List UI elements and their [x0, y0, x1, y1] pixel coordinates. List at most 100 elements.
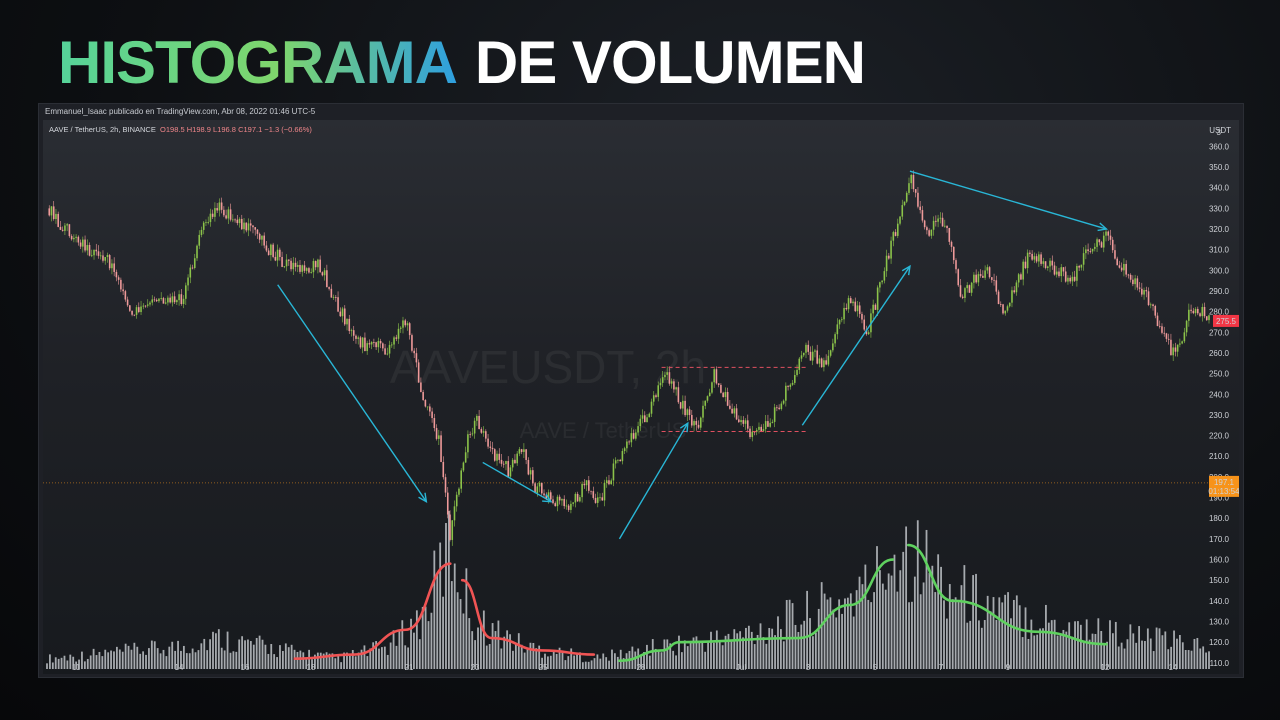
volume-bar [701, 641, 704, 669]
candle-body [406, 323, 409, 326]
chart-area[interactable]: AAVE / TetherUS, 2h, BINANCE O198.5 H198… [43, 120, 1239, 674]
volume-bar [162, 649, 165, 669]
candle-body [122, 289, 124, 292]
volume-bar [346, 652, 348, 669]
candle-body [1156, 315, 1159, 327]
candle-body [767, 421, 769, 427]
candle-body [966, 285, 968, 289]
candle-body [1006, 306, 1009, 311]
candle-body [1120, 267, 1123, 271]
candle-body [326, 270, 328, 288]
volume-bar [121, 651, 124, 669]
candle-body [731, 408, 733, 414]
candle-body [225, 215, 227, 219]
candle-body [623, 448, 626, 452]
volume-bar [855, 590, 858, 669]
volume-bar [194, 652, 197, 669]
candle-body [1111, 239, 1114, 251]
volume-bar [1079, 624, 1082, 669]
candle-body [679, 402, 682, 409]
volume-bar [523, 652, 526, 669]
candle-body [798, 358, 801, 370]
volume-bar [1141, 640, 1143, 669]
volume-bar [494, 631, 497, 669]
candle-body [879, 282, 881, 288]
volume-bar [1033, 635, 1036, 669]
candle-body [185, 285, 187, 299]
candle-body [301, 265, 304, 272]
candle-body [816, 350, 818, 364]
volume-bar [357, 652, 360, 669]
candle-body [1205, 316, 1208, 321]
candle-body [648, 413, 651, 418]
volume-bar [648, 655, 651, 669]
candle-body [388, 344, 391, 354]
volume-bar [209, 639, 211, 669]
volume-bar [934, 592, 937, 669]
candle-body [1158, 326, 1161, 327]
volume-bar [680, 652, 683, 669]
volume-bar [348, 655, 351, 669]
candle-body [977, 274, 980, 283]
candle-body [254, 227, 257, 230]
volume-bar [369, 648, 372, 669]
volume-bar [1164, 631, 1167, 669]
volume-bar [829, 597, 832, 669]
volume-bar [337, 656, 340, 669]
candle-body [467, 434, 469, 453]
candle-body [1149, 304, 1152, 306]
y-tick-label: 160.0 [1209, 556, 1230, 565]
candle-body [988, 267, 991, 278]
volume-bar [389, 642, 392, 669]
trend-arrow [618, 422, 689, 540]
candle-body [61, 229, 64, 231]
ohlc-legend: AAVE / TetherUS, 2h, BINANCE O198.5 H198… [49, 125, 312, 134]
candle-body [932, 220, 935, 230]
candle-body [867, 332, 870, 335]
candle-body [735, 408, 738, 420]
volume-bar [351, 650, 354, 669]
candle-body [126, 299, 129, 306]
axis-scale-label: 3 [1217, 128, 1222, 137]
candle-body [352, 330, 355, 336]
candle-body [498, 453, 501, 460]
publisher-credit: Emmanuel_Isaac publicado en TradingView.… [45, 107, 316, 116]
volume-bar [249, 641, 252, 669]
volume-bar [916, 520, 919, 669]
volume-bar [1039, 628, 1041, 669]
volume-bar [616, 656, 619, 669]
candle-body [220, 202, 223, 210]
candle-body [438, 435, 440, 439]
volume-bar [978, 620, 980, 669]
candle-body [650, 401, 653, 414]
volume-bar [989, 611, 992, 669]
volume-bar [427, 621, 430, 669]
candle-body [1167, 338, 1170, 340]
candle-body [82, 239, 84, 247]
candle-body [603, 482, 606, 501]
candle-body [424, 399, 427, 407]
volume-bar [1135, 642, 1138, 669]
volume-bar [879, 570, 881, 669]
volume-bar [698, 642, 701, 669]
volume-bar [241, 636, 244, 669]
candle-body [668, 372, 671, 384]
candle-body [1147, 291, 1150, 305]
volume-bar [750, 631, 753, 669]
volume-bar [730, 640, 733, 669]
candle-body [823, 360, 825, 368]
volume-bar [721, 645, 724, 669]
volume-bar [212, 631, 214, 669]
candle-body [502, 463, 505, 465]
candle-body [1176, 344, 1179, 352]
volume-bar [1012, 599, 1015, 669]
volume-bar [599, 658, 602, 669]
candle-body [876, 287, 879, 310]
volume-bar [81, 651, 83, 669]
candle-body [146, 304, 149, 306]
candle-body [704, 400, 707, 406]
candle-body [635, 432, 637, 439]
candle-body [695, 421, 698, 425]
volume-bar [911, 601, 913, 669]
candle-body [431, 411, 433, 419]
